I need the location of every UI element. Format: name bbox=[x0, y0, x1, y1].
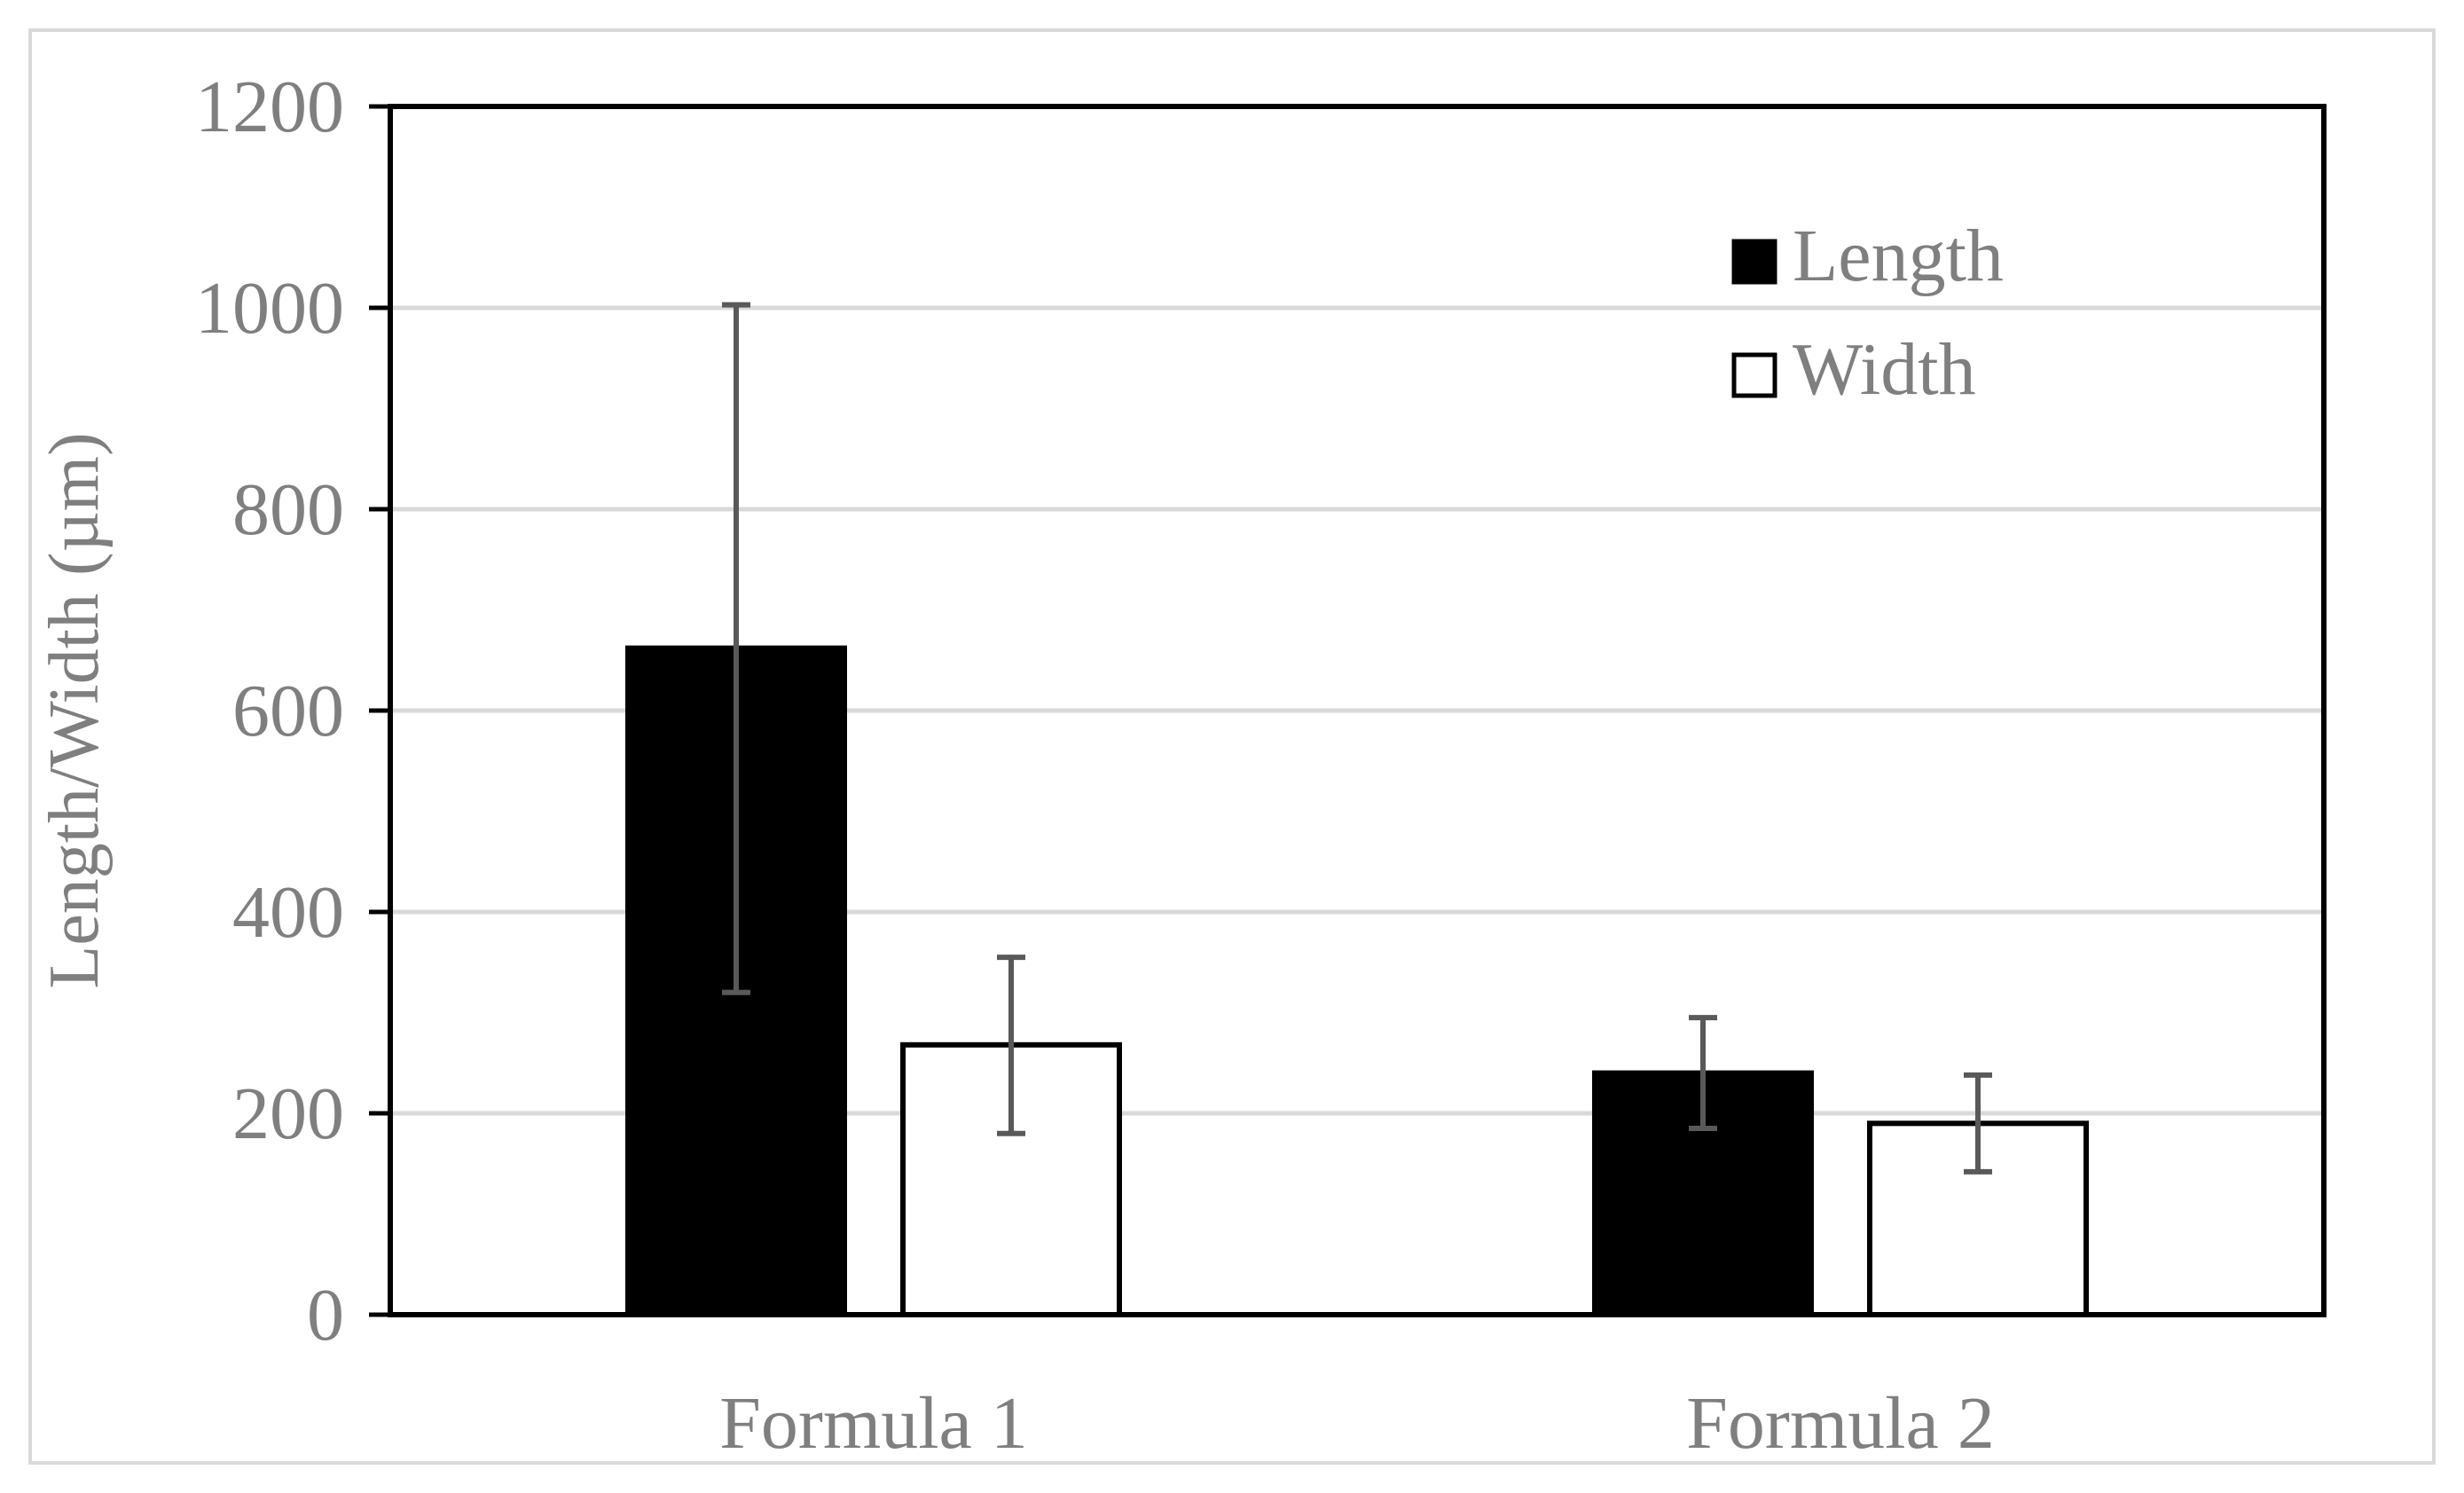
y-tick-label: 1000 bbox=[195, 267, 344, 350]
legend-label-width: Width bbox=[1793, 328, 1976, 411]
y-tick-label: 0 bbox=[307, 1274, 344, 1356]
legend-swatch-length bbox=[1731, 239, 1777, 285]
y-tick-label: 1200 bbox=[195, 66, 344, 148]
x-category-label: Formula 2 bbox=[1686, 1382, 1995, 1465]
y-tick-label: 400 bbox=[232, 871, 344, 954]
x-category-labels: Formula 1 Formula 2 bbox=[719, 1382, 1995, 1465]
y-axis-title: Length/Width (µm) bbox=[35, 432, 114, 988]
y-tick-label: 200 bbox=[232, 1073, 344, 1155]
y-tick-labels: 0 200 400 600 800 1000 1200 bbox=[195, 66, 344, 1356]
y-tick-label: 600 bbox=[232, 670, 344, 752]
x-category-label: Formula 1 bbox=[719, 1382, 1028, 1465]
y-tick-label: 800 bbox=[232, 468, 344, 551]
legend-label-length: Length bbox=[1793, 215, 2004, 297]
legend: Length Width bbox=[1731, 215, 2004, 411]
legend-swatch-width bbox=[1731, 352, 1777, 398]
axes bbox=[369, 104, 2327, 1317]
bars bbox=[625, 645, 2089, 1317]
plot-frame bbox=[388, 104, 2327, 1317]
error-bars bbox=[722, 302, 1992, 1175]
